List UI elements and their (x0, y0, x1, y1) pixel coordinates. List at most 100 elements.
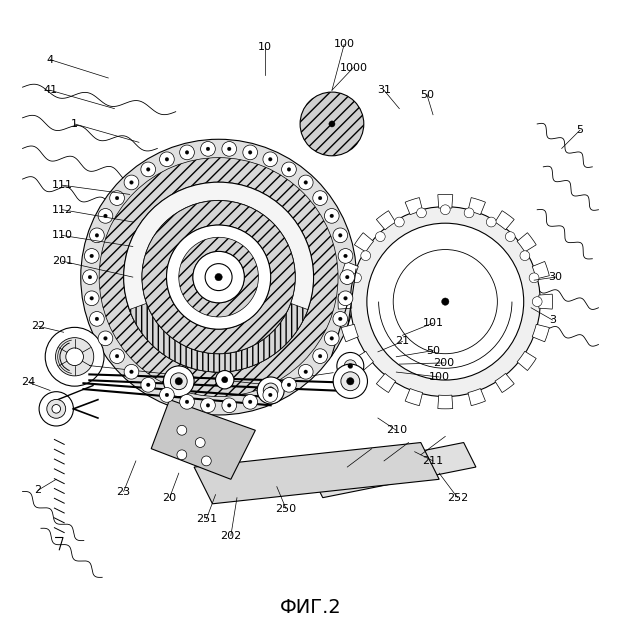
Circle shape (329, 121, 335, 127)
Wedge shape (532, 262, 550, 279)
Circle shape (215, 273, 222, 281)
Circle shape (196, 438, 205, 447)
Circle shape (124, 182, 314, 372)
Circle shape (464, 208, 474, 218)
Text: 50: 50 (426, 346, 440, 356)
Circle shape (89, 228, 104, 243)
Circle shape (287, 383, 291, 387)
Circle shape (142, 200, 295, 354)
Text: 112: 112 (52, 205, 73, 214)
Circle shape (340, 270, 355, 284)
Text: ФИГ.2: ФИГ.2 (279, 598, 342, 618)
Circle shape (141, 378, 156, 392)
Circle shape (338, 317, 342, 321)
Circle shape (116, 196, 119, 200)
Circle shape (248, 150, 252, 154)
Circle shape (185, 400, 189, 404)
Circle shape (281, 162, 296, 177)
Text: 30: 30 (548, 272, 563, 282)
Circle shape (343, 296, 347, 300)
Wedge shape (495, 211, 514, 230)
Circle shape (179, 394, 194, 409)
Text: 2: 2 (34, 485, 42, 495)
Circle shape (304, 370, 307, 374)
Wedge shape (517, 351, 536, 371)
Circle shape (263, 152, 278, 166)
Circle shape (88, 275, 92, 279)
Wedge shape (355, 351, 373, 371)
Circle shape (170, 373, 187, 390)
Circle shape (104, 214, 107, 218)
Text: 1: 1 (71, 119, 78, 129)
Wedge shape (338, 294, 351, 309)
Circle shape (222, 398, 237, 413)
Circle shape (330, 337, 333, 340)
Circle shape (304, 180, 307, 184)
Text: 50: 50 (420, 90, 434, 100)
Text: 101: 101 (422, 318, 443, 328)
Wedge shape (142, 200, 295, 354)
Circle shape (201, 456, 211, 466)
Circle shape (166, 225, 271, 329)
Circle shape (532, 297, 542, 307)
Wedge shape (376, 211, 396, 230)
Circle shape (300, 92, 364, 156)
Circle shape (333, 228, 348, 243)
Circle shape (98, 331, 113, 346)
Circle shape (83, 270, 97, 284)
Circle shape (343, 254, 347, 258)
Circle shape (110, 349, 124, 364)
Circle shape (324, 209, 339, 223)
Text: 252: 252 (447, 493, 468, 502)
Circle shape (367, 223, 524, 380)
Polygon shape (194, 442, 439, 504)
Circle shape (160, 388, 175, 403)
Circle shape (333, 364, 368, 399)
Circle shape (104, 337, 107, 340)
Circle shape (268, 157, 272, 161)
Circle shape (529, 273, 539, 283)
Circle shape (313, 191, 327, 205)
Wedge shape (438, 395, 453, 409)
Circle shape (45, 327, 104, 386)
Circle shape (268, 393, 272, 397)
Circle shape (165, 393, 169, 397)
Circle shape (165, 157, 169, 161)
Circle shape (243, 145, 258, 160)
Circle shape (347, 378, 354, 385)
Text: 24: 24 (22, 378, 36, 387)
Circle shape (281, 378, 296, 392)
Circle shape (177, 450, 187, 460)
Circle shape (124, 364, 139, 379)
Text: 20: 20 (163, 493, 176, 502)
Circle shape (257, 377, 284, 404)
Circle shape (201, 141, 215, 156)
Circle shape (84, 291, 99, 306)
Circle shape (227, 147, 231, 151)
Circle shape (222, 377, 228, 383)
Text: 10: 10 (258, 42, 271, 52)
Circle shape (147, 168, 150, 172)
Circle shape (298, 175, 313, 190)
Circle shape (393, 250, 497, 354)
Wedge shape (342, 262, 358, 279)
Circle shape (442, 298, 449, 305)
Wedge shape (179, 237, 258, 317)
Circle shape (338, 291, 353, 306)
Text: 100: 100 (333, 39, 355, 49)
Circle shape (206, 147, 210, 151)
Circle shape (160, 152, 175, 166)
Circle shape (341, 372, 360, 390)
Text: 1000: 1000 (340, 63, 368, 72)
Wedge shape (376, 373, 396, 392)
Circle shape (248, 400, 252, 404)
Circle shape (89, 312, 104, 326)
Text: 251: 251 (196, 514, 217, 524)
Circle shape (163, 366, 194, 397)
Circle shape (227, 403, 231, 407)
Circle shape (350, 207, 540, 397)
Wedge shape (539, 294, 553, 309)
Circle shape (116, 355, 119, 358)
Circle shape (348, 364, 353, 369)
Circle shape (206, 403, 210, 407)
